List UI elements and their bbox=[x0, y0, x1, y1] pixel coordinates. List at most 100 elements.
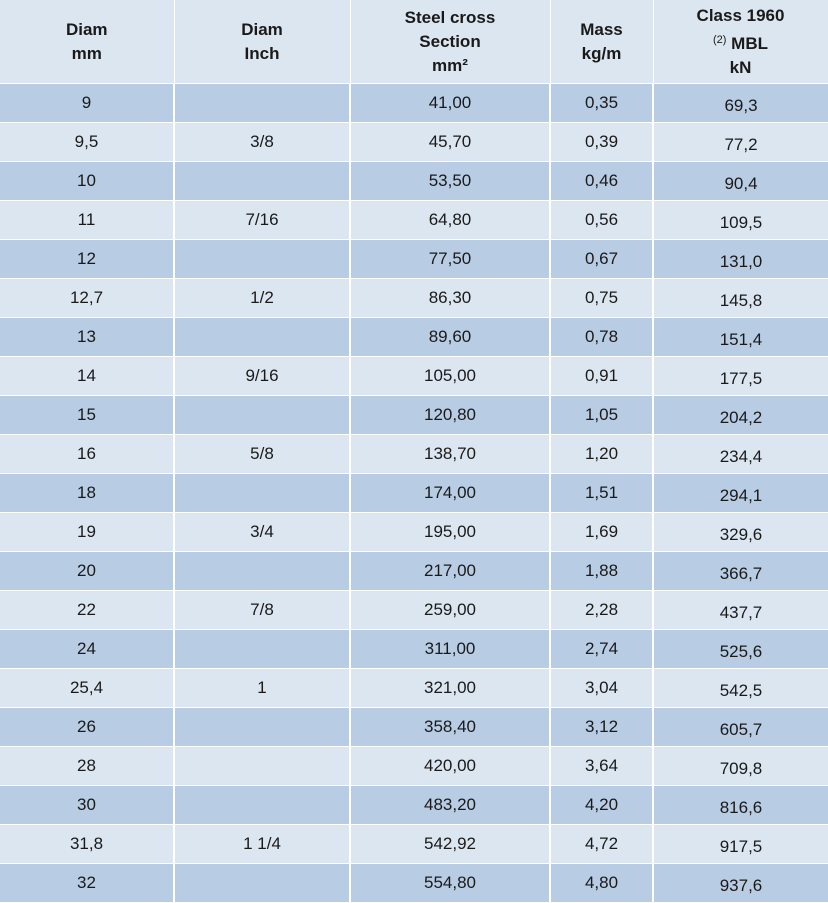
cell-steel-section: 259,00 bbox=[350, 590, 551, 630]
table-row: 9,5 3/8 45,70 0,39 77,2 bbox=[0, 122, 828, 162]
cell-mass: 1,05 bbox=[550, 395, 654, 435]
cell-steel-section: 420,00 bbox=[350, 746, 551, 786]
cell-steel-section: 53,50 bbox=[350, 161, 551, 201]
cell-diam-mm: 16 bbox=[0, 434, 175, 474]
table-row: 14 9/16 105,00 0,91 177,5 bbox=[0, 356, 828, 396]
cell-mbl: 709,8 bbox=[653, 746, 828, 786]
cell-diam-inch: 9/16 bbox=[174, 356, 351, 396]
cell-diam-inch bbox=[174, 83, 351, 123]
cell-diam-inch: 3/4 bbox=[174, 512, 351, 552]
cell-mbl: 542,5 bbox=[653, 668, 828, 708]
cell-mbl: 605,7 bbox=[653, 707, 828, 747]
table-row: 26 358,40 3,12 605,7 bbox=[0, 707, 828, 747]
cell-mass: 4,72 bbox=[550, 824, 654, 864]
cell-diam-mm: 22 bbox=[0, 590, 175, 630]
table-row: 22 7/8 259,00 2,28 437,7 bbox=[0, 590, 828, 630]
cell-mbl: 816,6 bbox=[653, 785, 828, 825]
header-text: mm bbox=[71, 43, 102, 63]
footnote-marker: (2) bbox=[713, 33, 727, 46]
cell-mbl: 109,5 bbox=[653, 200, 828, 240]
cell-mbl: 366,7 bbox=[653, 551, 828, 591]
table-row: 25,4 1 321,00 3,04 542,5 bbox=[0, 668, 828, 708]
cell-mass: 1,69 bbox=[550, 512, 654, 552]
cell-mbl: 294,1 bbox=[653, 473, 828, 513]
cell-steel-section: 321,00 bbox=[350, 668, 551, 708]
table-row: 19 3/4 195,00 1,69 329,6 bbox=[0, 512, 828, 552]
cell-mass: 1,88 bbox=[550, 551, 654, 591]
cell-diam-mm: 24 bbox=[0, 629, 175, 669]
header-text-with-footnote: (2) MBL bbox=[654, 28, 828, 56]
cell-steel-section: 483,20 bbox=[350, 785, 551, 825]
cell-diam-inch: 3/8 bbox=[174, 122, 351, 162]
table-row: 18 174,00 1,51 294,1 bbox=[0, 473, 828, 513]
header-text: MBL bbox=[726, 33, 768, 53]
cell-diam-inch: 1/2 bbox=[174, 278, 351, 318]
cell-diam-mm: 19 bbox=[0, 512, 175, 552]
cell-mbl: 329,6 bbox=[653, 512, 828, 552]
cell-mass: 0,56 bbox=[550, 200, 654, 240]
cell-mass: 3,64 bbox=[550, 746, 654, 786]
cell-mbl: 90,4 bbox=[653, 161, 828, 201]
cell-diam-mm: 32 bbox=[0, 863, 175, 903]
cell-diam-inch bbox=[174, 746, 351, 786]
cell-mass: 0,35 bbox=[550, 83, 654, 123]
table-row: 15 120,80 1,05 204,2 bbox=[0, 395, 828, 435]
cell-steel-section: 542,92 bbox=[350, 824, 551, 864]
cell-diam-mm: 25,4 bbox=[0, 668, 175, 708]
cell-mbl: 437,7 bbox=[653, 590, 828, 630]
cell-diam-inch bbox=[174, 863, 351, 903]
cell-diam-mm: 14 bbox=[0, 356, 175, 396]
cell-mbl: 937,6 bbox=[653, 863, 828, 903]
cell-diam-inch bbox=[174, 395, 351, 435]
header-text: Diam bbox=[65, 19, 108, 39]
table-row: 12,7 1/2 86,30 0,75 145,8 bbox=[0, 278, 828, 318]
cell-steel-section: 105,00 bbox=[350, 356, 551, 396]
cell-mbl: 131,0 bbox=[653, 239, 828, 279]
cell-steel-section: 120,80 bbox=[350, 395, 551, 435]
cell-mass: 0,39 bbox=[550, 122, 654, 162]
cell-mbl: 525,6 bbox=[653, 629, 828, 669]
cell-diam-inch bbox=[174, 239, 351, 279]
table-row: 30 483,20 4,20 816,6 bbox=[0, 785, 828, 825]
table-header: Diam mm Diam Inch Steel cross Section mm… bbox=[0, 0, 828, 84]
cell-mass: 3,12 bbox=[550, 707, 654, 747]
cell-mbl: 917,5 bbox=[653, 824, 828, 864]
cell-mbl: 77,2 bbox=[653, 122, 828, 162]
cell-mass: 4,80 bbox=[550, 863, 654, 903]
header-text: kN bbox=[729, 57, 752, 77]
header-text: Class 1960 bbox=[696, 5, 785, 25]
cell-diam-inch: 7/8 bbox=[174, 590, 351, 630]
cell-diam-mm: 11 bbox=[0, 200, 175, 240]
table-row: 31,8 1 1/4 542,92 4,72 917,5 bbox=[0, 824, 828, 864]
cell-diam-mm: 26 bbox=[0, 707, 175, 747]
cell-mass: 2,28 bbox=[550, 590, 654, 630]
header-mass: Mass kg/m bbox=[550, 0, 654, 84]
header-diam-mm: Diam mm bbox=[0, 0, 175, 84]
cell-diam-mm: 28 bbox=[0, 746, 175, 786]
cell-steel-section: 311,00 bbox=[350, 629, 551, 669]
table-row: 28 420,00 3,64 709,8 bbox=[0, 746, 828, 786]
cell-steel-section: 217,00 bbox=[350, 551, 551, 591]
header-text: Mass bbox=[580, 19, 623, 39]
cell-mass: 1,51 bbox=[550, 473, 654, 513]
table-row: 11 7/16 64,80 0,56 109,5 bbox=[0, 200, 828, 240]
cell-mbl: 145,8 bbox=[653, 278, 828, 318]
cell-mbl: 177,5 bbox=[653, 356, 828, 396]
header-class-mbl: Class 1960 (2) MBL kN bbox=[653, 0, 828, 84]
header-text: Inch bbox=[244, 43, 280, 63]
header-row: Diam mm Diam Inch Steel cross Section mm… bbox=[0, 0, 828, 84]
cell-mass: 0,78 bbox=[550, 317, 654, 357]
cell-diam-mm: 13 bbox=[0, 317, 175, 357]
cell-diam-mm: 18 bbox=[0, 473, 175, 513]
header-steel-cross-section: Steel cross Section mm² bbox=[350, 0, 551, 84]
cell-diam-mm: 10 bbox=[0, 161, 175, 201]
cell-diam-inch bbox=[174, 551, 351, 591]
header-text: mm² bbox=[432, 55, 468, 75]
cell-diam-inch: 5/8 bbox=[174, 434, 351, 474]
cell-mbl: 69,3 bbox=[653, 83, 828, 123]
cell-mbl: 204,2 bbox=[653, 395, 828, 435]
header-diam-inch: Diam Inch bbox=[174, 0, 351, 84]
cell-diam-mm: 20 bbox=[0, 551, 175, 591]
cell-mbl: 151,4 bbox=[653, 317, 828, 357]
cell-mass: 4,20 bbox=[550, 785, 654, 825]
